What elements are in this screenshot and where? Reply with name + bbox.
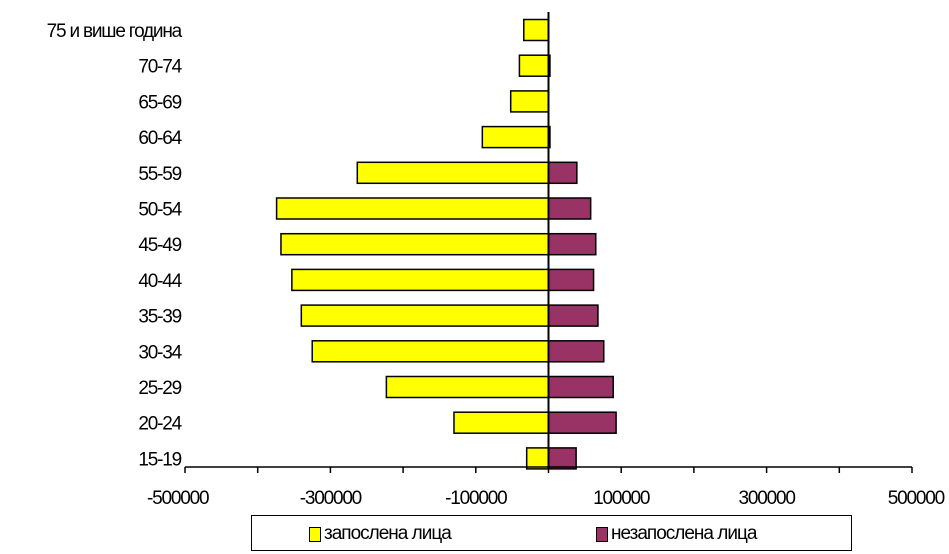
employed-bar-65-69 — [509, 90, 550, 113]
unemployed-bar-45-49 — [547, 232, 597, 256]
x-axis-ticks: -500000 -300000 -100000 100000 300000 500000 — [147, 467, 946, 509]
employed-bar-20-24 — [453, 411, 550, 434]
category-label: 15-19 — [138, 449, 181, 470]
employed-bar-50-54 — [275, 197, 550, 220]
category-labels: 15-19 20-24 25-29 30-34 35-39 40-44 45-49 50-54… — [47, 21, 184, 470]
employed-bar-70-74 — [518, 54, 550, 77]
category-label: 65-69 — [138, 92, 181, 113]
x-tick-label: -100000 — [445, 488, 507, 509]
category-label: 20-24 — [138, 414, 182, 435]
category-label: 55-59 — [138, 164, 181, 185]
unemployed-bar-25-29 — [547, 375, 614, 399]
legend-item-employed: запослена лица — [309, 522, 452, 546]
employed-bar-60-64 — [481, 125, 550, 149]
category-label: 70-74 — [138, 57, 182, 78]
employed-bar-25-29 — [385, 375, 550, 399]
legend-swatch-unemployed — [596, 526, 608, 542]
employed-bar-55-59 — [356, 161, 550, 185]
unemployed-bar-50-54 — [547, 197, 592, 220]
category-label: 30-34 — [138, 342, 182, 363]
unemployed-bar-35-39 — [547, 304, 599, 327]
category-label: 40-44 — [138, 271, 182, 292]
unemployed-bar-20-24 — [547, 411, 617, 434]
category-label: 75 и више година — [47, 21, 183, 42]
x-tick-label: 500000 — [888, 488, 945, 509]
category-label: 25-29 — [138, 378, 181, 399]
bars-group — [275, 18, 617, 470]
legend-label-unemployed: незапослена лица — [611, 523, 757, 544]
x-tick-label: 300000 — [738, 488, 795, 509]
category-label: 45-49 — [138, 235, 181, 256]
unemployed-bar-30-34 — [547, 340, 605, 363]
x-tick-label: -500000 — [147, 488, 209, 509]
legend-item-unemployed: незапослена лица — [596, 522, 757, 546]
employed-bar-30-34 — [311, 340, 550, 363]
x-tick-label: 100000 — [593, 488, 650, 509]
employed-bar-45-49 — [280, 232, 550, 256]
unemployed-bar-40-44 — [547, 268, 595, 292]
x-tick-label: -300000 — [300, 488, 362, 509]
category-label: 60-64 — [138, 128, 182, 149]
unemployed-bar-55-59 — [547, 161, 578, 185]
category-label: 50-54 — [138, 200, 182, 221]
employed-bar-75-и-више-година — [523, 18, 550, 42]
category-label: 35-39 — [138, 307, 181, 328]
legend-swatch-employed — [309, 526, 321, 542]
unemployed-bar-15-19 — [547, 447, 577, 470]
employed-bar-15-19 — [525, 447, 550, 470]
employed-bar-40-44 — [291, 268, 550, 292]
legend: запослена лица незапослена лица — [251, 515, 852, 551]
legend-label-employed: запослена лица — [324, 523, 452, 544]
employed-bar-35-39 — [300, 304, 550, 327]
